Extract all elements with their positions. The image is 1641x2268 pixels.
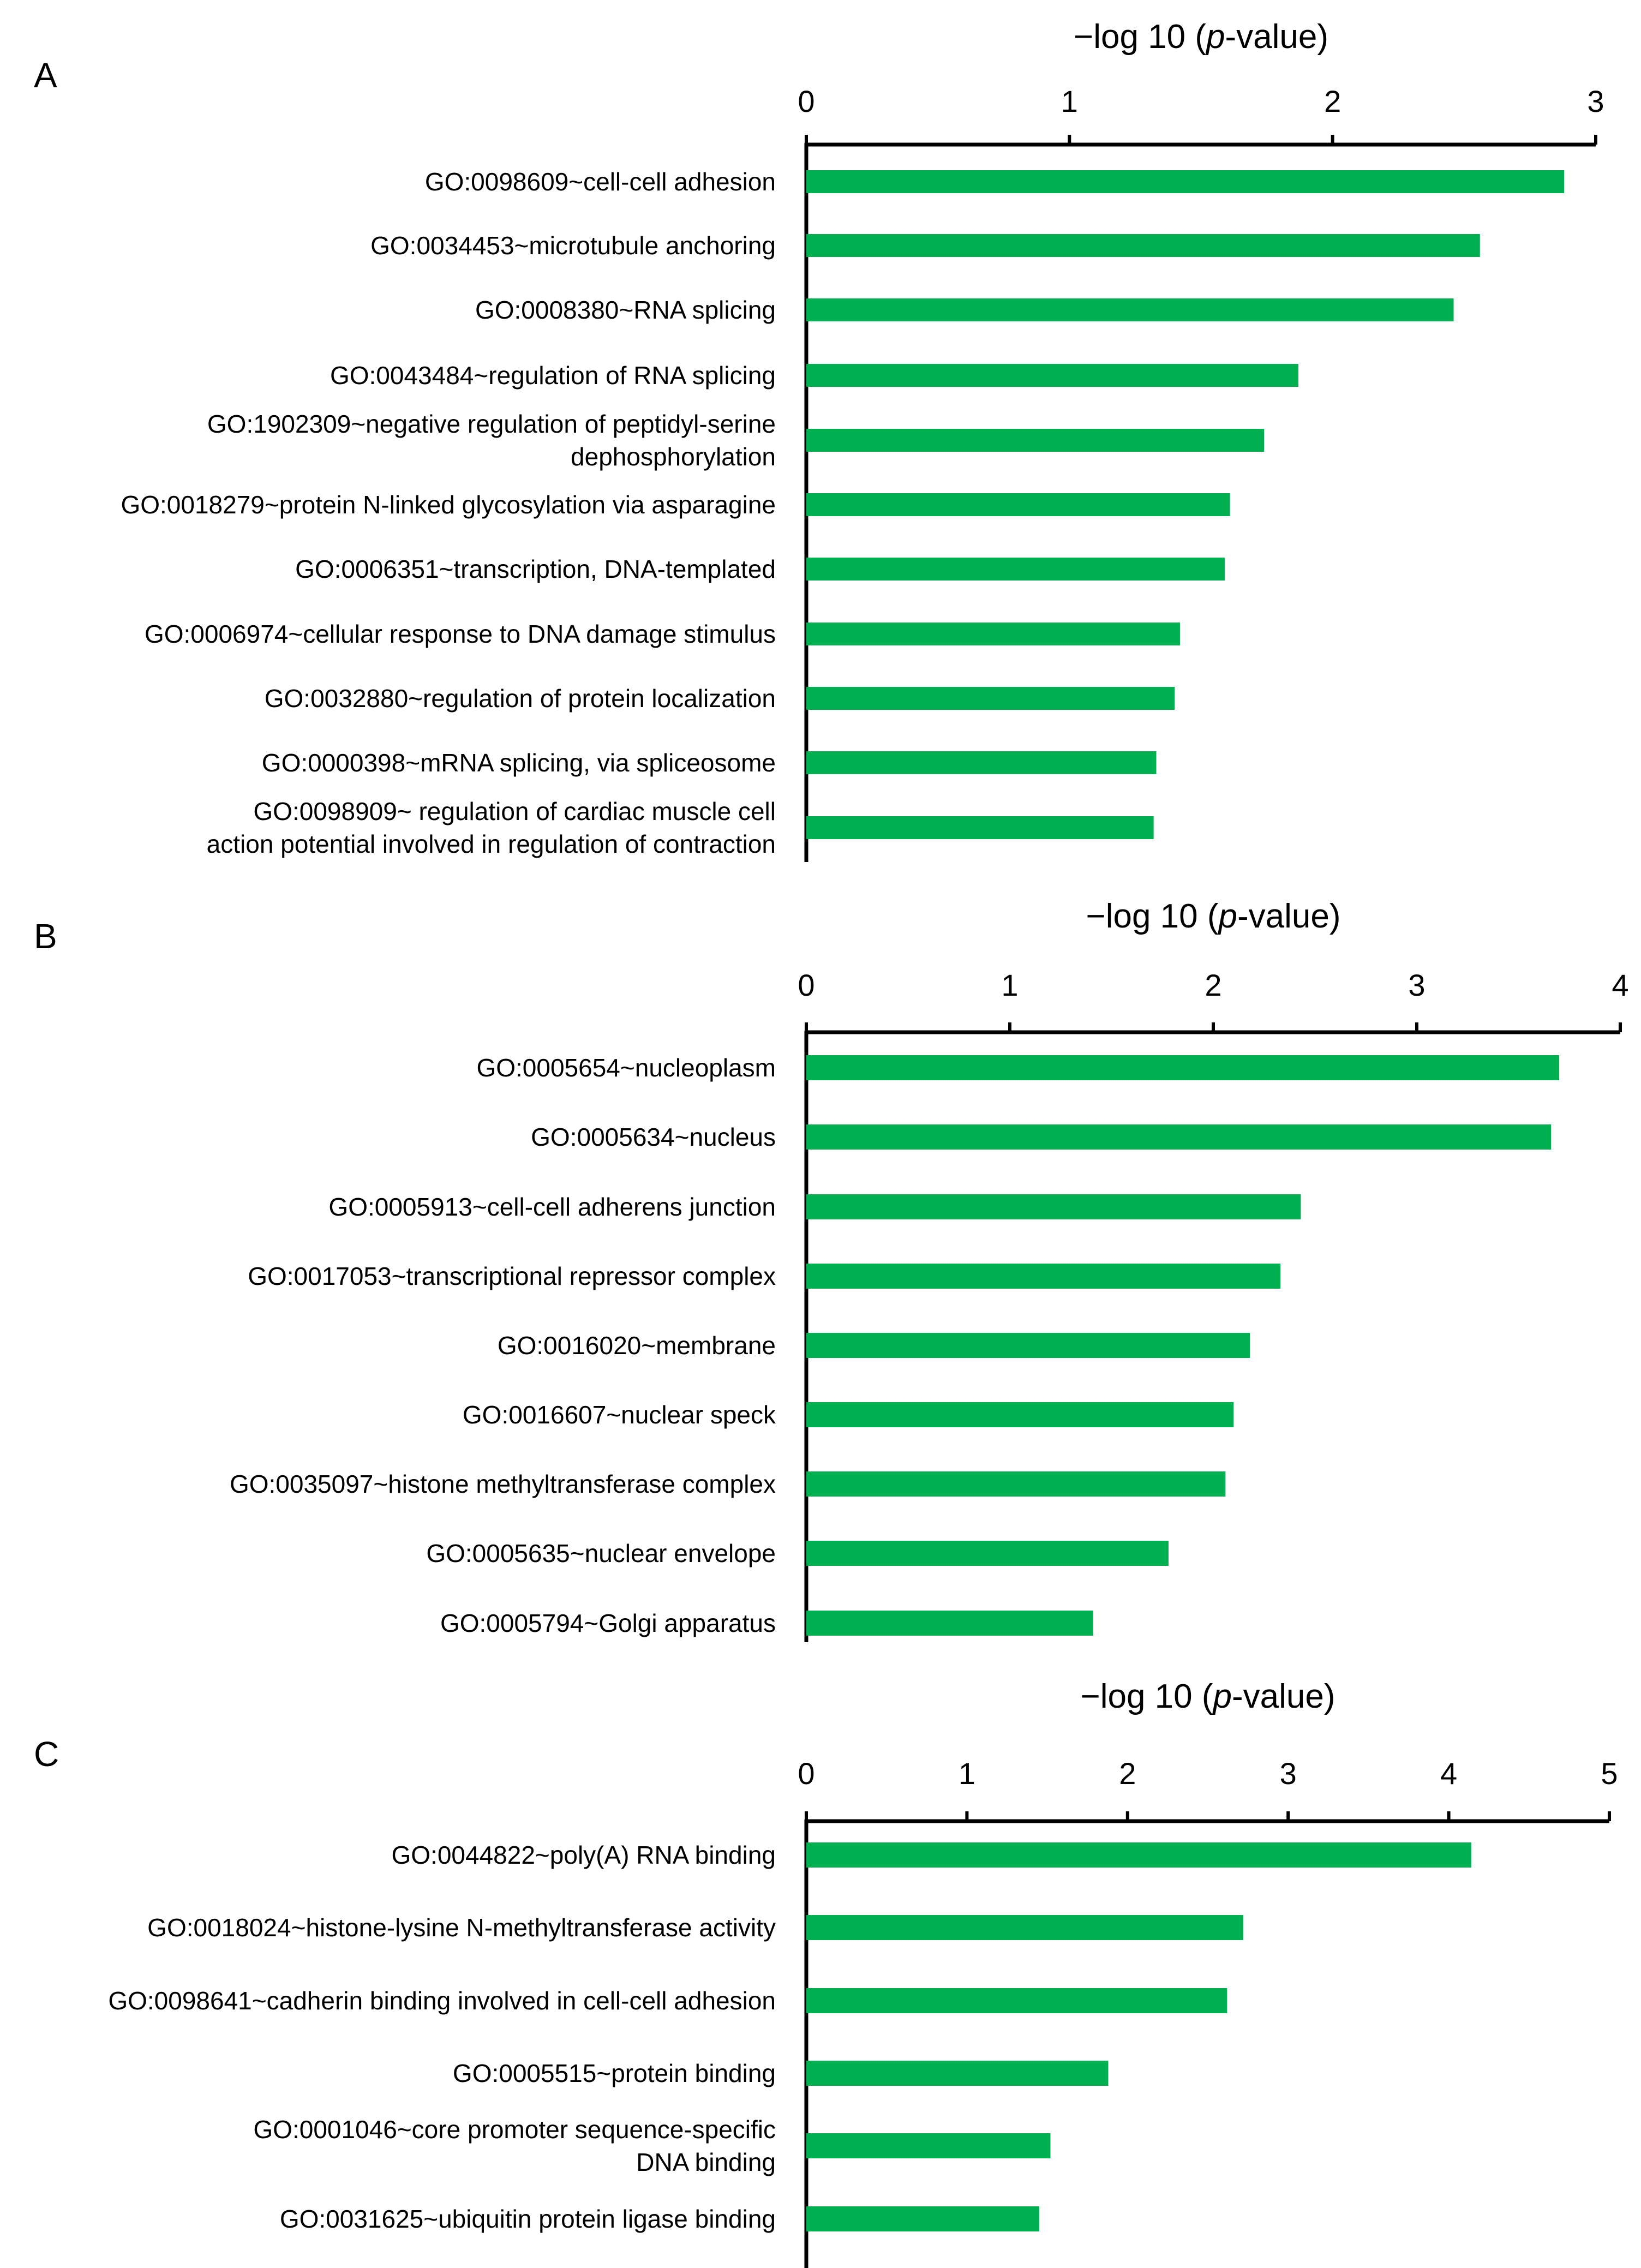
panel-letter: B <box>34 917 57 956</box>
bar <box>806 298 1454 321</box>
x-tick-label: 2 <box>1324 84 1341 118</box>
bar <box>806 1264 1281 1289</box>
category-label: GO:0018279~protein N-linked glycosylatio… <box>121 490 776 519</box>
bar <box>806 493 1230 516</box>
chart-panel-b: B −log 10 (p-value) 0 1 2 3 4 GO:0005654~nucleo… <box>34 897 1629 1642</box>
x-axis-title: −log 10 (p-value) <box>1080 1678 1335 1715</box>
category-label: GO:0001046~core promoter sequence-specif… <box>253 2115 776 2176</box>
bar <box>806 1611 1093 1636</box>
category-label: GO:0005794~Golgi apparatus <box>440 1609 776 1637</box>
category-label: GO:0005634~nucleus <box>531 1123 776 1151</box>
category-label: GO:0035097~histone methyltransferase com… <box>230 1470 776 1498</box>
x-axis-title: −log 10 (p-value) <box>1086 897 1340 935</box>
bar <box>806 687 1175 710</box>
bar <box>806 1471 1226 1497</box>
x-tick-label: 5 <box>1601 1756 1618 1791</box>
x-tick-label: 4 <box>1440 1756 1457 1791</box>
category-label: GO:0044822~poly(A) RNA binding <box>392 1841 776 1869</box>
category-label: GO:0018024~histone-lysine N-methyltransf… <box>147 1913 776 1942</box>
x-axis-title: −log 10 (p-value) <box>1074 18 1328 56</box>
bar <box>806 2206 1039 2231</box>
category-label: GO:0016607~nuclear speck <box>463 1401 776 1429</box>
category-label: GO:0000398~mRNA splicing, via spliceosom… <box>262 749 776 777</box>
x-tick-label: 2 <box>1205 968 1221 1002</box>
bar <box>806 2133 1051 2158</box>
category-label: GO:0098641~cadherin binding involved in … <box>108 1986 776 2015</box>
category-label: GO:0016020~membrane <box>498 1331 776 1360</box>
bar <box>806 751 1157 774</box>
x-tick-label: 3 <box>1587 84 1604 118</box>
bar <box>806 170 1565 193</box>
bar <box>806 429 1265 452</box>
category-label: GO:0098909~ regulation of cardiac muscle… <box>207 797 776 858</box>
category-label: GO:0008380~RNA splicing <box>475 296 776 324</box>
x-tick-label: 0 <box>798 968 814 1002</box>
category-label: GO:0032880~regulation of protein localiz… <box>265 684 776 713</box>
x-tick-label: 1 <box>1001 968 1018 1002</box>
panel-letter: A <box>34 56 57 95</box>
bar <box>806 1842 1471 1868</box>
category-label: GO:0006974~cellular response to DNA dama… <box>145 620 776 648</box>
bar <box>806 1541 1169 1566</box>
bar <box>806 1402 1234 1427</box>
bar <box>806 558 1225 581</box>
bar <box>806 1915 1243 1940</box>
category-label: GO:1902309~negative regulation of peptid… <box>207 410 776 471</box>
x-tick-label: 3 <box>1280 1756 1297 1791</box>
chart-panel-a: A −log 10 (p-value) 0 1 2 3 GO:0098609~cell-ce… <box>34 18 1604 862</box>
category-label: GO:0006351~transcription, DNA-templated <box>295 555 776 583</box>
category-label: GO:0005635~nuclear envelope <box>426 1539 776 1567</box>
x-tick-label: 0 <box>798 1756 814 1791</box>
bar <box>806 623 1180 645</box>
chart-panel-c: C −log 10 (p-value) 0 1 2 3 4 5 GO:0044822~poly(… <box>34 1678 1618 2268</box>
category-label: GO:0034453~microtubule anchoring <box>370 231 776 260</box>
category-label: GO:0005654~nucleoplasm <box>476 1054 776 1082</box>
bar <box>806 1194 1301 1219</box>
x-tick-label: 0 <box>798 84 814 118</box>
x-tick-label: 1 <box>1061 84 1078 118</box>
x-tick-label: 3 <box>1408 968 1425 1002</box>
category-label: GO:0017053~transcriptional repressor com… <box>248 1262 776 1290</box>
bar <box>806 234 1480 257</box>
bar <box>806 364 1298 387</box>
category-label: GO:0098609~cell-cell adhesion <box>425 167 776 196</box>
bar <box>806 1124 1552 1150</box>
x-tick-label: 1 <box>959 1756 975 1791</box>
category-label: GO:0031625~ubiquitin protein ligase bind… <box>280 2205 776 2233</box>
bar <box>806 1055 1560 1080</box>
bar <box>806 2061 1109 2086</box>
panel-letter: C <box>34 1734 59 1774</box>
category-label: GO:0005515~protein binding <box>453 2059 776 2087</box>
category-label: GO:0005913~cell-cell adherens junction <box>328 1193 776 1221</box>
bar <box>806 1988 1227 2013</box>
bar <box>806 1333 1250 1358</box>
bar <box>806 816 1154 839</box>
x-tick-label: 4 <box>1612 968 1628 1002</box>
category-label: GO:0043484~regulation of RNA splicing <box>330 361 776 390</box>
x-tick-label: 2 <box>1119 1756 1136 1791</box>
